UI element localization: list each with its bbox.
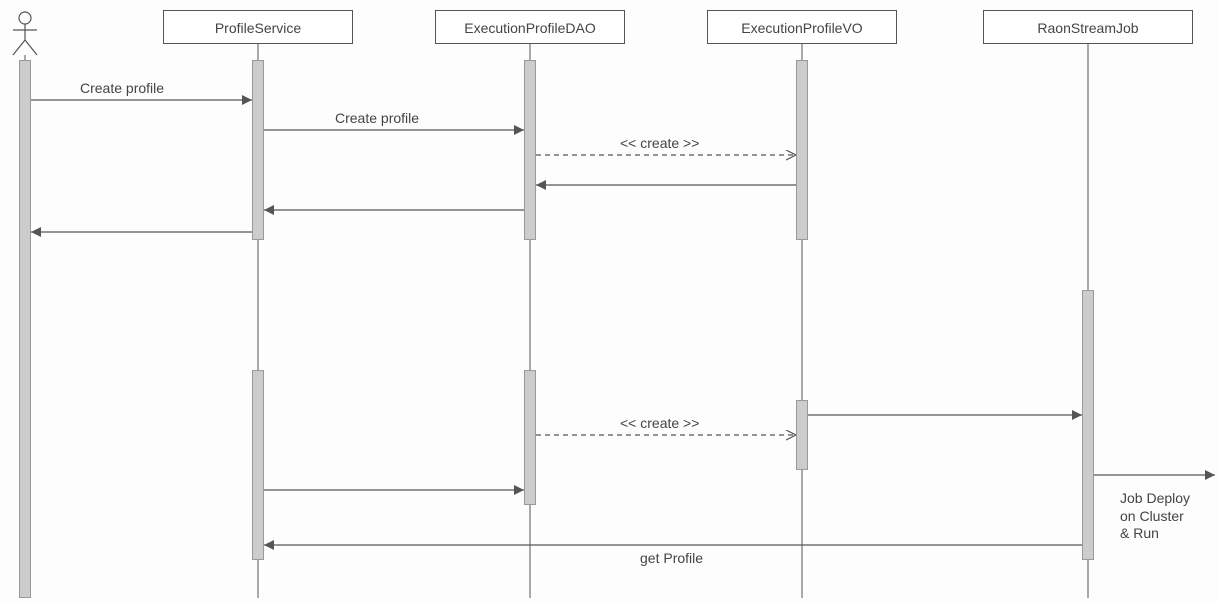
participant-label: RaonStreamJob (1037, 20, 1138, 36)
message-label-2: << create >> (620, 135, 699, 151)
activation-p4-7 (1082, 290, 1094, 560)
activation-p2-5 (524, 370, 536, 505)
activation-p3-3 (796, 60, 808, 240)
activation-p1-4 (252, 370, 264, 560)
external-arrow-label-line: on Cluster (1120, 508, 1210, 526)
message-label-9: get Profile (640, 550, 703, 566)
participant-p3: ExecutionProfileVO (707, 10, 897, 44)
actor-figure (13, 12, 37, 55)
external-arrow-label: Job Deployon Cluster& Run (1120, 490, 1210, 543)
activation-p2-2 (524, 60, 536, 240)
activation-actor-0 (19, 60, 31, 598)
message-label-0: Create profile (80, 80, 164, 96)
external-arrow-label-line: & Run (1120, 525, 1210, 543)
participant-label: ProfileService (215, 20, 301, 36)
external-arrow-label-line: Job Deploy (1120, 490, 1210, 508)
participant-p2: ExecutionProfileDAO (435, 10, 625, 44)
participant-label: ExecutionProfileDAO (464, 20, 596, 36)
activation-p3-6 (796, 400, 808, 470)
participant-p1: ProfileService (163, 10, 353, 44)
activation-p1-1 (252, 60, 264, 240)
sequence-diagram: Create profile Create profile << create >>… (0, 0, 1218, 603)
message-label-1: Create profile (335, 110, 419, 126)
message-label-7: << create >> (620, 415, 699, 431)
participant-label: ExecutionProfileVO (741, 20, 862, 36)
participant-p4: RaonStreamJob (983, 10, 1193, 44)
